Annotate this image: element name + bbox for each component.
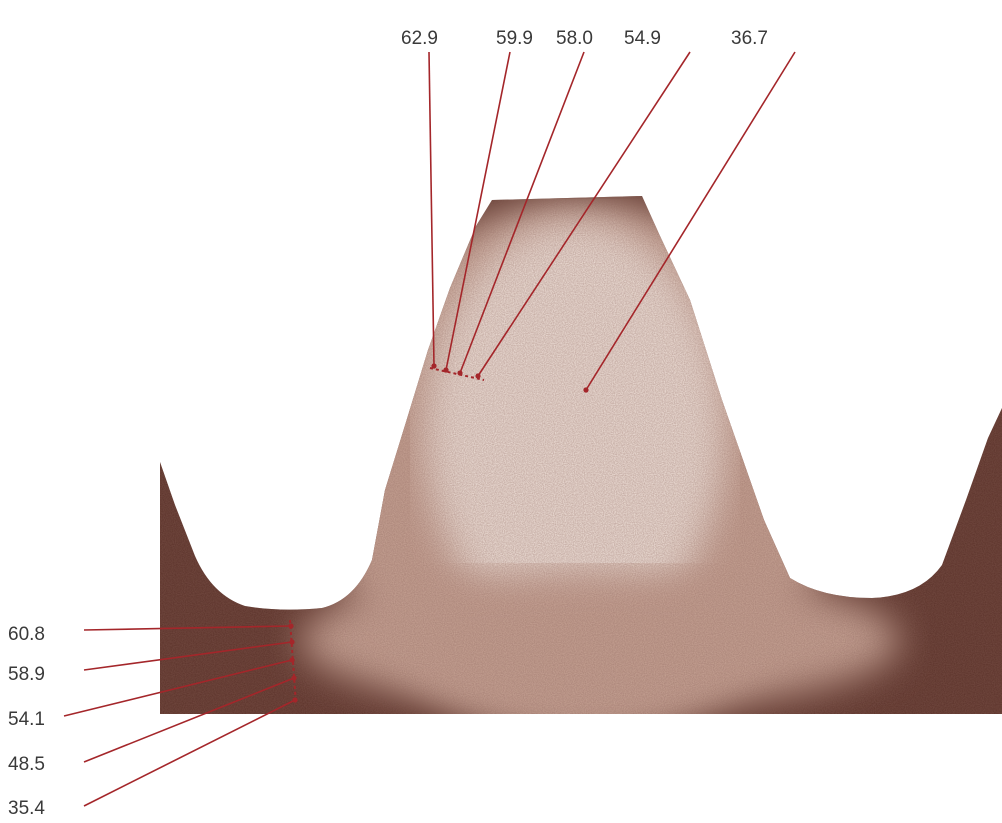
hardness-label-flank-1: 62.9 [401, 28, 438, 49]
root-leader-lines [63, 625, 296, 807]
flank-leader-line-3 [459, 51, 585, 374]
root-hardness-labels: 60.8 58.9 54.1 48.5 35.4 [8, 624, 45, 819]
flank-leader-line-1 [428, 51, 435, 367]
hardness-label-flank-3: 58.0 [556, 28, 593, 49]
root-leader-line-4 [83, 677, 295, 763]
hardness-label-flank-5: 36.7 [731, 28, 768, 49]
root-measurement-points [288, 619, 298, 705]
flank-leader-lines [428, 51, 796, 391]
hardness-label-root-2: 58.9 [8, 664, 45, 685]
hardness-label-flank-4: 54.9 [624, 28, 661, 49]
root-leader-line-3 [63, 659, 293, 717]
flank-leader-line-2 [445, 51, 511, 371]
hardness-label-root-3: 54.1 [8, 709, 45, 730]
flank-leader-line-4 [477, 51, 691, 377]
hardness-label-root-4: 48.5 [8, 754, 45, 775]
flank-hardness-labels: 62.9 59.9 58.0 54.9 36.7 [401, 28, 768, 49]
hardness-label-root-5: 35.4 [8, 798, 45, 819]
flank-leader-line-5 [585, 51, 796, 391]
root-leader-line-5 [83, 699, 296, 807]
root-indent-traverse [289, 619, 297, 705]
root-leader-line-2 [83, 641, 293, 671]
root-leader-line-1 [83, 625, 292, 631]
hardness-label-flank-2: 59.9 [496, 28, 533, 49]
hardness-label-root-1: 60.8 [8, 624, 45, 645]
